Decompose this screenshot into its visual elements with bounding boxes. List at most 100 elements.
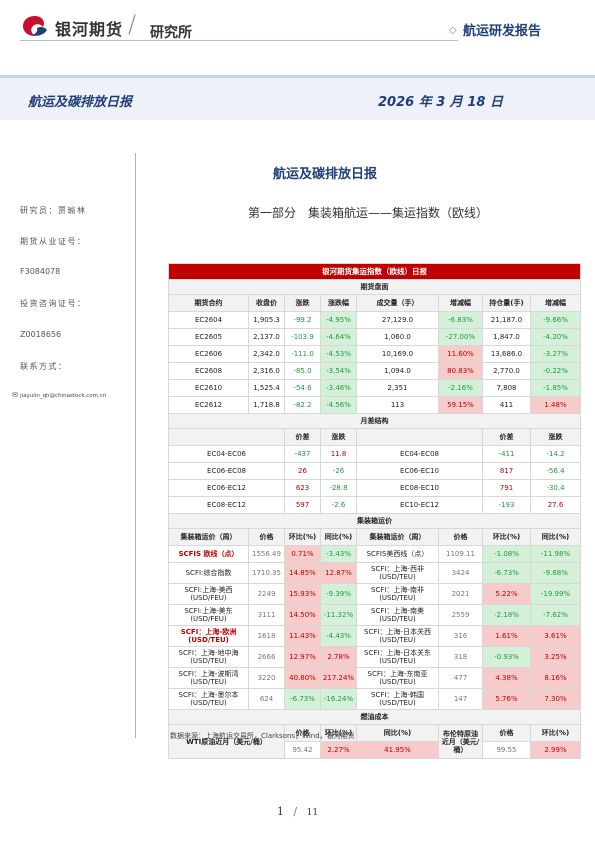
- column-header: 增减幅: [438, 294, 483, 312]
- section-row: 月差结构: [168, 413, 581, 429]
- qual-label: 期货从业证号：: [20, 237, 87, 246]
- page-number: 1 / 11: [0, 805, 595, 818]
- table-cell: EC2605: [168, 328, 249, 346]
- table-cell: WTI原油近月（美元/桶）: [168, 724, 285, 759]
- invest-number: Z0018656: [20, 330, 62, 339]
- table-cell: -437: [284, 445, 321, 463]
- table-cell: SCFI：上海-波斯湾(USD/TEU): [168, 667, 249, 689]
- table-cell: -27.00%: [438, 328, 483, 346]
- mail-icon: ✉: [12, 391, 18, 399]
- dept-name: 研究所: [150, 25, 192, 41]
- table-cell: 2.99%: [530, 741, 581, 759]
- table-cell: 月差结构: [168, 413, 581, 429]
- table-cell: 80.83%: [438, 362, 483, 380]
- table-cell: EC2604: [168, 311, 249, 329]
- table-cell: -4.53%: [320, 345, 357, 363]
- table-cell: EC06-EC10: [356, 462, 483, 480]
- table-cell: 12.87%: [320, 562, 357, 584]
- table-cell: 1.61%: [482, 625, 531, 647]
- table-cell: 11.8: [320, 445, 357, 463]
- table-cell: 2559: [438, 604, 483, 626]
- table-cell: EC08-EC10: [356, 479, 483, 497]
- column-header: 持仓量(手): [482, 294, 531, 312]
- table-cell: 26: [284, 462, 321, 480]
- table-cell: 318: [438, 646, 483, 668]
- column-header: 涨跌: [320, 428, 357, 446]
- table-cell: 316: [438, 625, 483, 647]
- section-row: 燃油成本: [168, 709, 581, 725]
- table-cell: 12.97%: [284, 646, 321, 668]
- column-header: [356, 428, 483, 446]
- table-cell: 2,316.0: [248, 362, 285, 380]
- table-cell: 1556.49: [248, 545, 285, 563]
- table-cell: 8.16%: [530, 667, 581, 689]
- table-cell: 1,905.3: [248, 311, 285, 329]
- table-row: SCFI：上海-墨尔本(USD/TEU) 624 -6.73% -16.24% SCFI…: [168, 688, 581, 710]
- table-row: SCFI:上海-美西(USD/FEU) 2249 15.93% -9.39% SCFI：…: [168, 583, 581, 605]
- table-cell: 2,351: [356, 379, 439, 397]
- table-cell: -19.99%: [530, 583, 581, 605]
- table-cell: -4.95%: [320, 311, 357, 329]
- table-cell: 集装箱运价: [168, 513, 581, 529]
- table-cell: -3.46%: [320, 379, 357, 397]
- table-cell: 2.78%: [320, 646, 357, 668]
- table-cell: 5.76%: [482, 688, 531, 710]
- table-cell: 2,770.0: [482, 362, 531, 380]
- column-header: 涨跌: [530, 428, 581, 446]
- table-cell: 1,060.0: [356, 328, 439, 346]
- table-cell: 布伦特原油近月（美元/桶）: [438, 724, 483, 759]
- page-current: 1: [276, 805, 284, 818]
- column-header: [168, 428, 285, 446]
- header-slash: /: [128, 10, 137, 38]
- table-cell: 1710.35: [248, 562, 285, 584]
- contact-label: 联系方式：: [20, 362, 68, 371]
- table-cell: -1.08%: [482, 545, 531, 563]
- table-cell: 11.43%: [284, 625, 321, 647]
- header-row: 集装箱运价（周） 价格 环比(%) 同比(%) 集装箱运价（周） 价格 环比(%) 同比(%): [168, 528, 581, 546]
- table-cell: SCFI：上海-日本关西(USD/TEU): [356, 625, 439, 647]
- table-cell: -4.20%: [530, 328, 581, 346]
- table-cell: -3.43%: [320, 545, 357, 563]
- table-cell: 27,129.0: [356, 311, 439, 329]
- header-rule: [20, 40, 458, 41]
- table-cell: -4.43%: [320, 625, 357, 647]
- page-header: 银河期货 / 研究所 ◇ 航运研发报告: [0, 0, 595, 58]
- table-row: SCFIS 欧线（点） 1556.49 0.71% -3.43% SCFIS美西线（点）…: [168, 545, 581, 563]
- table-row: EC2612 1,718.8 -82.2 -4.56% 113 59.15% 411 1.48…: [168, 396, 581, 414]
- column-header: 集装箱运价（周）: [356, 528, 439, 546]
- table-cell: EC2612: [168, 396, 249, 414]
- table-cell: 99.55: [482, 741, 531, 759]
- table-cell: 597: [284, 496, 321, 514]
- table-cell: SCFI：上海-墨尔本(USD/TEU): [168, 688, 249, 710]
- column-header: 环比(%): [482, 528, 531, 546]
- column-header: 价格: [248, 528, 285, 546]
- title-band: [0, 75, 595, 120]
- table-cell: -7.62%: [530, 604, 581, 626]
- email-link[interactable]: jiayulin_qh@chinastock.com.cn: [20, 393, 107, 399]
- table-cell: -3.54%: [320, 362, 357, 380]
- table-cell: EC10-EC12: [356, 496, 483, 514]
- table-cell: 2666: [248, 646, 285, 668]
- table-cell: 3.25%: [530, 646, 581, 668]
- table-cell: -2.18%: [482, 604, 531, 626]
- page-total: 11: [306, 808, 319, 818]
- email-row[interactable]: ✉ jiayulin_qh@chinastock.com.cn: [12, 391, 106, 399]
- table-cell: -103.9: [284, 328, 321, 346]
- table-cell: 环比(%): [530, 724, 581, 742]
- table-row: 95.422.27%41.95%99.552.99%41.3%: [169, 741, 581, 759]
- table-cell: SCFIS美西线（点）: [356, 545, 439, 563]
- table-row: SCFI：上海-地中海(USD/TEU) 2666 12.97% 2.78% SCFI：…: [168, 646, 581, 668]
- table-cell: 14.50%: [284, 604, 321, 626]
- table-cell: -0.22%: [530, 362, 581, 380]
- table-cell: EC2606: [168, 345, 249, 363]
- table-cell: 价格: [284, 724, 321, 742]
- table-cell: -99.2: [284, 311, 321, 329]
- table-cell: SCFI：上海-日本关东(USD/TEU): [356, 646, 439, 668]
- table-cell: 40.80%: [284, 667, 321, 689]
- table-cell: 147: [438, 688, 483, 710]
- column-header: 价差: [284, 428, 321, 446]
- table-cell: 2.27%: [320, 741, 357, 759]
- table-cell: EC04-EC08: [356, 445, 483, 463]
- sidebar-divider: [135, 153, 136, 738]
- table-cell: 4.38%: [482, 667, 531, 689]
